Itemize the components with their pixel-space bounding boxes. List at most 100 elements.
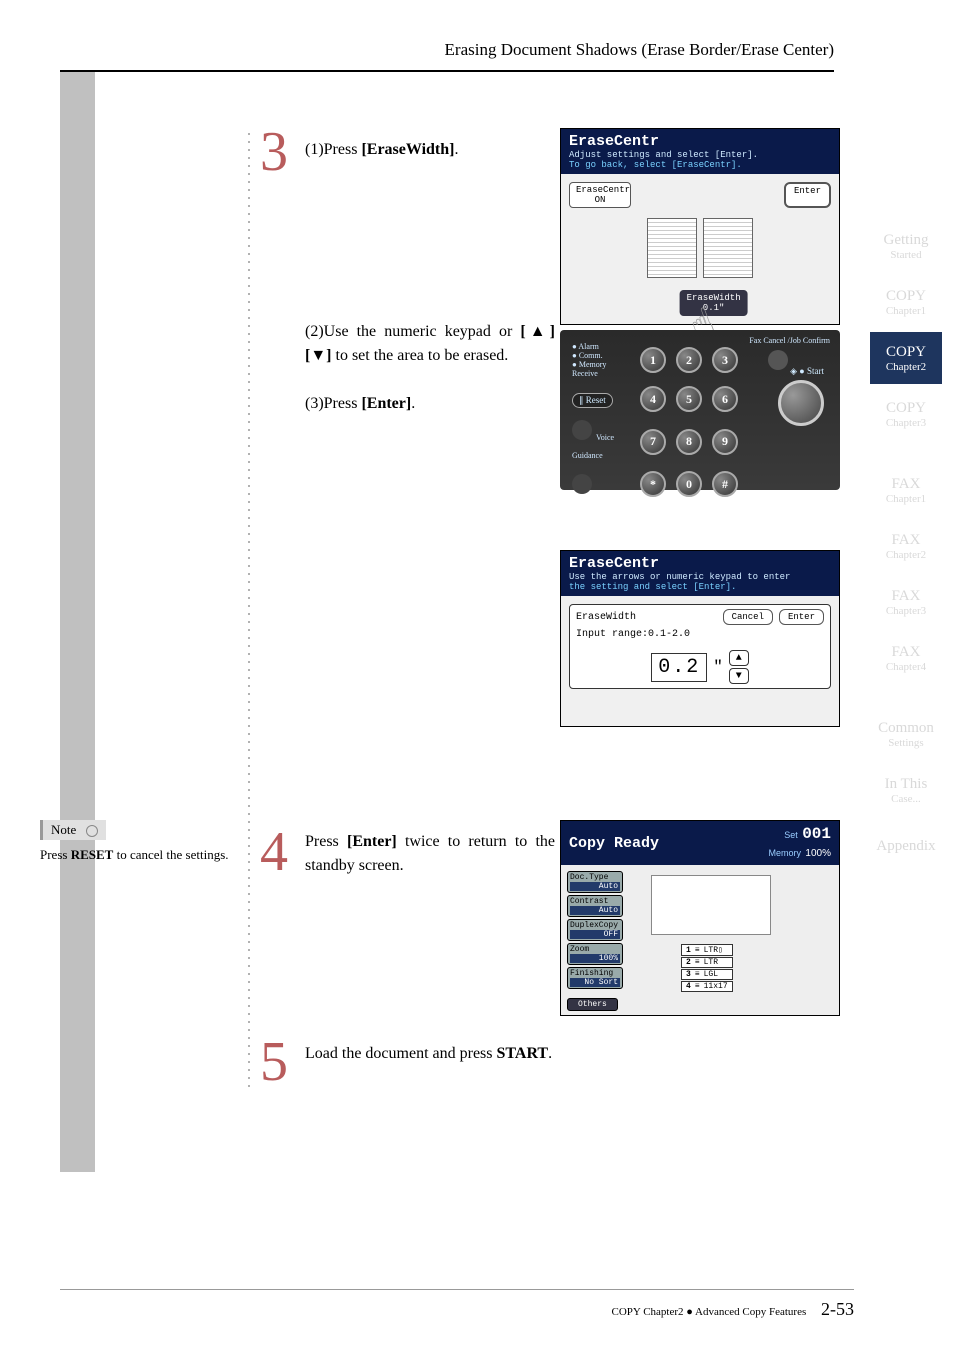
t10b: In This	[870, 776, 942, 793]
start-button[interactable]	[778, 380, 824, 426]
copier-icon	[651, 875, 771, 935]
erasewidth-field-label: EraseWidth	[576, 612, 636, 623]
doctype-button[interactable]: Doc.TypeAuto	[567, 871, 623, 893]
key-star[interactable]: *	[640, 471, 666, 497]
set-label: Set	[784, 830, 798, 840]
key-8[interactable]: 8	[676, 429, 702, 455]
tray-2[interactable]: 2 ≡ LTR	[681, 957, 733, 968]
key-0[interactable]: 0	[676, 471, 702, 497]
left-gray-bar	[60, 72, 95, 1172]
erasewidth-sub2: the setting and select [Enter].	[569, 582, 831, 592]
key-5[interactable]: 5	[676, 386, 702, 412]
erasewidth-body: EraseWidth Cancel Enter Input range:0.1-…	[561, 596, 839, 726]
voice-button[interactable]	[572, 420, 592, 440]
erasewidth-enter-button[interactable]: Enter	[779, 609, 824, 625]
t6b: FAX	[870, 532, 942, 549]
faxcancel-button[interactable]	[768, 350, 788, 370]
page-header: Erasing Document Shadows (Erase Border/E…	[445, 40, 834, 60]
others-button[interactable]: Others	[567, 998, 618, 1011]
zoom-l: Zoom	[570, 945, 589, 954]
erasecentr-enter-button[interactable]: Enter	[784, 182, 831, 208]
t11b: Appendix	[870, 838, 942, 855]
keypad-panel: Fax Cancel /Job Confirm ● Alarm ● Comm. …	[560, 330, 840, 490]
tab-in-this-case[interactable]: In ThisCase...	[870, 764, 942, 816]
arrow-down-button[interactable]: ▼	[729, 668, 749, 684]
s3l2-prefix: (2)Use the numeric keypad or	[305, 323, 520, 340]
tab-fax-ch4[interactable]: FAXChapter4	[870, 632, 942, 684]
footer-text: COPY Chapter2 ● Advanced Copy Features	[612, 1306, 807, 1318]
preview-page-right	[703, 218, 753, 278]
tray-4[interactable]: 4 ≡ 11x17	[681, 981, 733, 992]
tray-3[interactable]: 3 ≡ LGL	[681, 969, 733, 980]
t3n: 3	[686, 970, 691, 979]
finishing-l: Finishing	[570, 969, 613, 978]
key-3[interactable]: 3	[712, 347, 738, 373]
key-4[interactable]: 4	[640, 386, 666, 412]
t8s: Chapter4	[870, 661, 942, 673]
erasewidth-header: EraseCentr Use the arrows or numeric key…	[561, 551, 839, 596]
tab-common-settings[interactable]: CommonSettings	[870, 708, 942, 760]
nav-tabs: GettingStarted COPYChapter1 COPYChapter2…	[870, 220, 942, 876]
tab-getting-started[interactable]: GettingStarted	[870, 220, 942, 272]
key-hash[interactable]: #	[712, 471, 738, 497]
note-bold: RESET	[71, 847, 114, 862]
key-2[interactable]: 2	[676, 347, 702, 373]
erasewidth-unit: "	[713, 658, 723, 676]
t1b: Getting	[870, 232, 942, 249]
key-1[interactable]: 1	[640, 347, 666, 373]
tray-1[interactable]: 1 ≡ LTR▯	[681, 944, 733, 956]
erasecentr-toggle[interactable]: EraseCentr ON	[569, 182, 631, 208]
t2b: COPY	[870, 288, 942, 305]
s3l1-suffix: .	[454, 141, 458, 158]
screen-erasecentr: EraseCentr Adjust settings and select [E…	[560, 128, 840, 325]
arrow-up-button[interactable]: ▲	[729, 650, 749, 666]
t3p: LGL	[704, 970, 718, 979]
set-value: 001	[802, 825, 831, 843]
paper-tray-list: 1 ≡ LTR▯ 2 ≡ LTR 3 ≡ LGL 4 ≡ 11x17	[681, 943, 733, 993]
contrast-l: Contrast	[570, 897, 608, 906]
erasecentr-sub2: To go back, select [EraseCentr].	[569, 160, 831, 170]
tab-fax-ch1[interactable]: FAXChapter1	[870, 464, 942, 516]
tab-copy-ch2[interactable]: COPYChapter2	[870, 332, 942, 384]
tab-copy-ch1[interactable]: COPYChapter1	[870, 276, 942, 328]
finishing-button[interactable]: FinishingNo Sort	[567, 967, 623, 989]
s3l3-prefix: (3)Press	[305, 395, 361, 412]
step-5-number: 5	[260, 1030, 288, 1094]
s3l2-suffix: to set the area to be erased.	[332, 347, 509, 364]
s4-bold: [Enter]	[347, 833, 397, 850]
erasewidth-cancel-button[interactable]: Cancel	[723, 609, 773, 625]
tab-appendix[interactable]: Appendix	[870, 820, 942, 872]
t4p: 11x17	[704, 982, 728, 991]
t5b: FAX	[870, 476, 942, 493]
t1s: Started	[870, 249, 942, 261]
tab-fax-ch2[interactable]: FAXChapter2	[870, 520, 942, 572]
contrast-button[interactable]: ContrastAuto	[567, 895, 623, 917]
key-7[interactable]: 7	[640, 429, 666, 455]
duplex-v: OFF	[570, 930, 620, 939]
erasecentr-toggle-state: ON	[595, 195, 606, 205]
start-text: Start	[807, 366, 824, 376]
key-6[interactable]: 6	[712, 386, 738, 412]
tab-copy-ch3[interactable]: COPYChapter3	[870, 388, 942, 440]
s3l1-prefix: (1)Press	[305, 141, 361, 158]
zoom-button[interactable]: Zoom100%	[567, 943, 623, 965]
t6s: Chapter2	[870, 549, 942, 561]
step-3-line1: (1)Press [EraseWidth].	[305, 138, 545, 162]
duplex-l: DuplexCopy	[570, 921, 618, 930]
duplex-button[interactable]: DuplexCopyOFF	[567, 919, 623, 941]
tab-fax-ch3[interactable]: FAXChapter3	[870, 576, 942, 628]
s4-prefix: Press	[305, 833, 347, 850]
t4n: 4	[686, 982, 691, 991]
reset-button[interactable]: ∥ Reset	[572, 393, 613, 408]
key-9[interactable]: 9	[712, 429, 738, 455]
t4b: COPY	[870, 400, 942, 417]
s3l3-suffix: .	[411, 395, 415, 412]
blank-button[interactable]	[572, 474, 592, 494]
step-4-text: Press [Enter] twice to return to the sta…	[305, 830, 555, 878]
doctype-l: Doc.Type	[570, 873, 608, 882]
footer: COPY Chapter2 ● Advanced Copy Features 2…	[612, 1299, 854, 1320]
memory-label2: Memory	[768, 848, 801, 858]
header-rule	[60, 70, 834, 72]
doctype-v: Auto	[570, 882, 620, 891]
page-number: 2-53	[821, 1299, 854, 1319]
